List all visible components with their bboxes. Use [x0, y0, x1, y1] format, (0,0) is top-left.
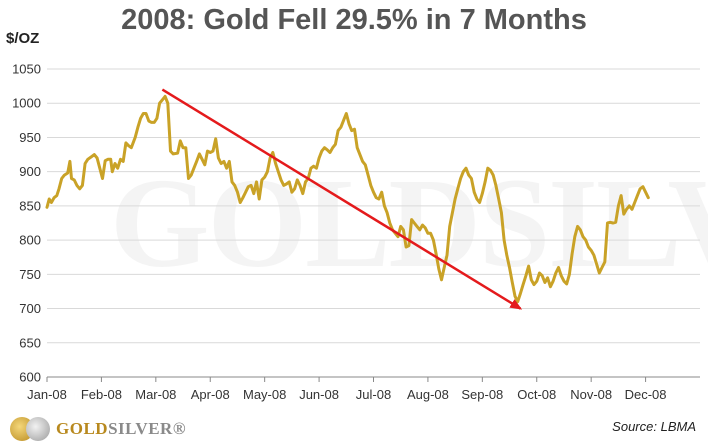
y-axis-ticks: 600 650 700 750 800 850 900 950 1000 1050 [12, 62, 41, 385]
x-tick-label: Jul-08 [356, 387, 391, 402]
goldsilver-logo: GOLDSILVER® [10, 414, 186, 444]
chart-title: 2008: Gold Fell 29.5% in 7 Months [121, 4, 587, 36]
y-tick-label: 900 [19, 164, 41, 179]
x-tick-label: Feb-08 [81, 387, 122, 402]
x-tick-label: Jan-08 [27, 387, 67, 402]
x-tick-label: Apr-08 [191, 387, 230, 402]
y-axis-unit-label: $/OZ [6, 30, 40, 47]
x-tick-label: Oct-08 [517, 387, 556, 402]
x-tick-label: Dec-08 [625, 387, 667, 402]
y-tick-label: 600 [19, 370, 41, 385]
y-tick-label: 1000 [12, 96, 41, 111]
y-tick-label: 850 [19, 198, 41, 213]
x-tick-label: Sep-08 [461, 387, 503, 402]
y-tick-label: 1050 [12, 62, 41, 77]
gridlines [47, 68, 700, 344]
silver-coin-icon [26, 417, 50, 441]
logo-text: GOLDSILVER® [56, 419, 187, 438]
y-tick-label: 950 [19, 130, 41, 145]
x-tick-label: Jun-08 [299, 387, 339, 402]
y-tick-label: 650 [19, 335, 41, 350]
x-tick-label: Mar-08 [135, 387, 176, 402]
y-tick-label: 750 [19, 267, 41, 282]
source-note: Source: LBMA [612, 419, 696, 434]
trend-arrow [161, 88, 523, 310]
y-tick-label: 800 [19, 233, 41, 248]
x-tick-label: Aug-08 [407, 387, 449, 402]
x-axis-ticks: Jan-08 Feb-08 Mar-08 Apr-08 May-08 Jun-08 Jul-… [27, 377, 667, 402]
x-tick-label: Nov-08 [570, 387, 612, 402]
gold-price-line [45, 94, 650, 304]
y-tick-label: 700 [19, 301, 41, 316]
x-tick-label: May-08 [243, 387, 286, 402]
